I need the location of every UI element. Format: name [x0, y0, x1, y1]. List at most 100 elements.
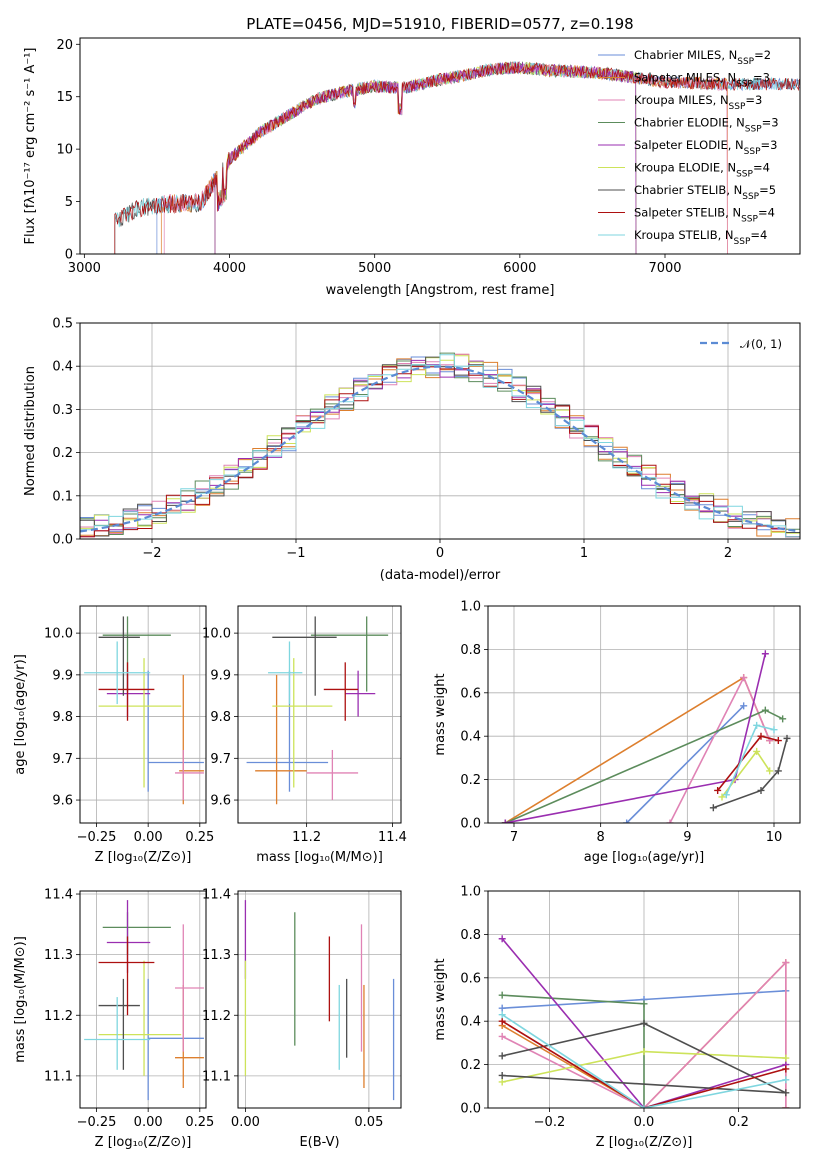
legend-label: Salpeter ELODIE, NSSP=3 [634, 138, 777, 157]
x-tick-label: 9 [683, 830, 691, 845]
axes-frame [79, 37, 801, 255]
x-tick-label: −1 [286, 546, 305, 561]
x-tick-label: 2 [724, 546, 732, 561]
y-tick-label: 11.1 [202, 1069, 231, 1084]
axes-frame [487, 605, 801, 824]
weight-marker [714, 786, 722, 794]
x-tick-label: 0.00 [134, 830, 163, 845]
weight-marker [640, 1019, 648, 1027]
plot-area [246, 616, 389, 805]
axes-frame [79, 322, 801, 540]
weight-marker [740, 674, 748, 682]
legend-label: Kroupa ELODIE, NSSP=4 [634, 161, 770, 180]
weight-marker [498, 1011, 506, 1019]
series-line [156, 61, 800, 254]
weight-marker [740, 702, 748, 710]
series-line [114, 61, 800, 254]
weight-marker [718, 793, 726, 801]
weight-marker [753, 747, 761, 755]
weight-marker [498, 1004, 506, 1012]
x-tick-label: 11.2 [292, 830, 321, 845]
x-tick-label: 0 [436, 546, 444, 561]
y-tick-label: 0.4 [460, 1015, 481, 1030]
weight-marker [640, 1104, 648, 1108]
panel-residuals: −2 −1 0 1 2 0.0 0.1 0.2 0.3 0.4 0.5 (data-model)/er… [23, 317, 801, 583]
y-axis-label: Normed distribution [23, 366, 38, 496]
x-tick-label: 3000 [68, 261, 101, 276]
weight-marker [498, 1078, 506, 1086]
axes-frame [237, 890, 402, 1109]
legend-label: 𝒩(0, 1) [740, 337, 782, 351]
legend-label: Chabrier STELIB, NSSP=5 [634, 183, 776, 202]
y-tick-label: 9.9 [210, 668, 231, 683]
weight-marker [766, 767, 774, 775]
normal-curve [80, 365, 798, 533]
y-axis-label: mass weight [433, 673, 448, 755]
x-tick-label: −2 [142, 546, 161, 561]
weight-marker [623, 819, 631, 823]
y-tick-label: 9.7 [210, 752, 231, 767]
panel-age-vs-mass: 11.2 11.4 9.6 9.7 9.8 9.9 10.0 mass [log₁₀(M/M⊙… [202, 605, 407, 865]
weight-marker [782, 1089, 790, 1097]
x-tick-label: 0.25 [185, 830, 214, 845]
weight-marker [761, 706, 769, 714]
y-tick-label: 9.7 [52, 752, 73, 767]
y-tick-label: 5 [65, 195, 73, 210]
x-tick-label: 10 [766, 830, 783, 845]
weight-line [501, 938, 787, 1108]
y-tick-label: 0.8 [460, 643, 481, 658]
y-tick-label: 0.6 [460, 971, 481, 986]
legend-label: Kroupa MILES, NSSP=3 [634, 93, 762, 112]
panel-weight-vs-z: −0.2 0.0 0.2 0.0 0.2 0.4 0.6 0.8 1.0 Z [log₁₀(Z/Z… [433, 885, 801, 1150]
y-tick-label: 1.0 [460, 600, 481, 615]
weight-line [713, 738, 788, 809]
y-tick-label: 0 [65, 248, 73, 263]
y-tick-label: 1.0 [460, 885, 481, 900]
y-tick-label: 0.2 [460, 773, 481, 788]
legend-label: Salpeter MILES, NSSP=3 [634, 71, 770, 90]
y-tick-label: 0.8 [460, 928, 481, 943]
plot-area [84, 900, 204, 1101]
weight-marker [666, 819, 674, 823]
weight-marker [782, 1104, 790, 1108]
series-line [214, 62, 637, 254]
y-tick-label: 11.1 [44, 1069, 73, 1084]
x-tick-label: 11.4 [378, 830, 407, 845]
axes-frame [237, 605, 402, 824]
figure-title: PLATE=0456, MJD=51910, FIBERID=0577, z=0… [246, 15, 633, 33]
weight-marker [640, 1000, 648, 1008]
x-axis-label: wavelength [Angstrom, rest frame] [326, 283, 555, 298]
y-tick-label: 9.8 [52, 710, 73, 725]
y-tick-label: 0.6 [460, 686, 481, 701]
series-line [214, 61, 637, 254]
x-tick-label: −0.25 [77, 830, 117, 845]
weight-marker [709, 804, 717, 812]
axes-frame [79, 605, 207, 824]
x-tick-label: 1 [580, 546, 588, 561]
y-tick-label: 0.0 [460, 817, 481, 832]
y-axis-label: mass weight [433, 958, 448, 1040]
y-tick-label: 11.2 [202, 1009, 231, 1024]
legend: Chabrier MILES, NSSP=2 Salpeter MILES, NS… [598, 48, 779, 247]
x-tick-label: 7000 [648, 261, 681, 276]
y-tick-label: 0.3 [52, 403, 73, 418]
x-axis-label: age [log₁₀(age/yr)] [584, 850, 705, 865]
weight-marker [782, 959, 790, 967]
weight-marker [498, 935, 506, 943]
y-tick-label: 9.6 [52, 794, 73, 809]
weight-marker [757, 786, 765, 794]
x-tick-label: 4000 [213, 261, 246, 276]
weight-line [626, 705, 745, 823]
plot-area [84, 616, 204, 805]
panel-age-vs-z: −0.25 0.00 0.25 9.6 9.7 9.8 9.9 10.0 Z [log₁₀(Z/… [13, 605, 214, 865]
y-tick-label: 9.8 [210, 710, 231, 725]
x-axis-label: E(B-V) [299, 1135, 339, 1150]
x-axis-label: (data-model)/error [380, 568, 501, 583]
x-tick-label: 8 [597, 830, 605, 845]
series-line [160, 61, 728, 254]
legend-label: Chabrier MILES, NSSP=2 [634, 48, 771, 67]
y-tick-label: 20 [56, 38, 73, 53]
plot-area [498, 935, 790, 1108]
weight-line [501, 1020, 787, 1108]
